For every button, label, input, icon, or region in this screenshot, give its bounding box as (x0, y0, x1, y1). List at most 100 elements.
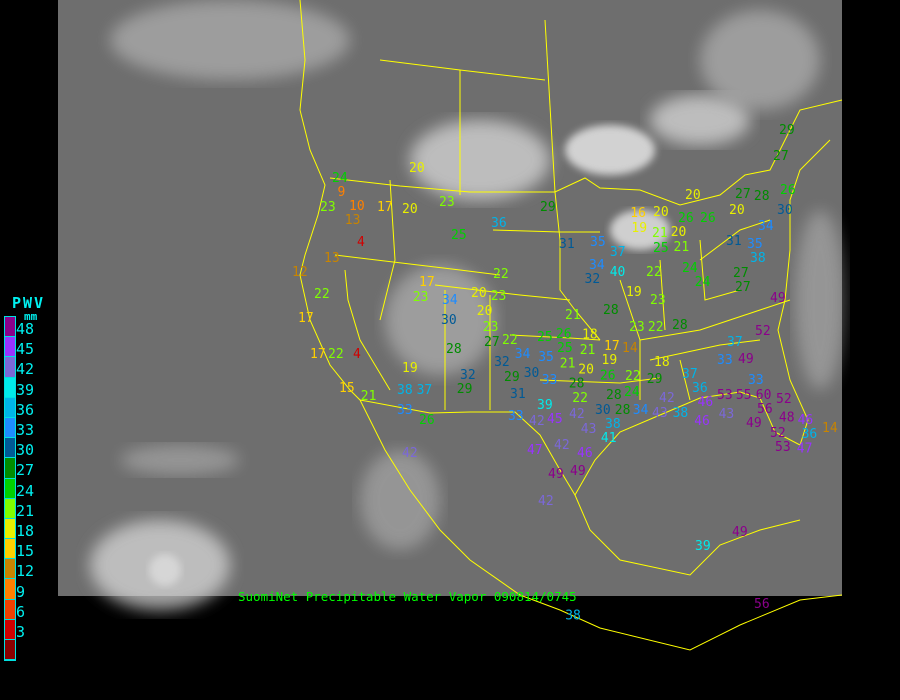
station-pwv-value: 33 (397, 403, 413, 418)
station-pwv-value: 36 (491, 216, 507, 231)
station-pwv-value: 27 (484, 335, 500, 350)
station-pwv-value: 47 (527, 443, 543, 458)
legend-title: PWV (12, 294, 46, 312)
station-pwv-value: 30 (595, 403, 611, 418)
station-pwv-value: 26 (700, 211, 716, 226)
legend-label: 45 (16, 340, 35, 359)
station-pwv-value: 39 (537, 398, 553, 413)
station-pwv-value: 17 (604, 339, 620, 354)
station-pwv-value: 21 (580, 343, 596, 358)
legend-label: 30 (16, 441, 35, 460)
station-pwv-value: 26 (780, 183, 796, 198)
station-pwv-value: 53 (717, 388, 733, 403)
station-pwv-value: 42 (659, 391, 675, 406)
station-pwv-value: 28 (569, 376, 585, 391)
station-pwv-value: 26 (678, 211, 694, 226)
station-pwv-value: 24 (332, 171, 348, 186)
station-pwv-value: 56 (757, 402, 773, 417)
legend-swatch (5, 518, 15, 540)
station-pwv-value: 17 (419, 275, 435, 290)
station-pwv-value: 29 (540, 200, 556, 215)
legend-swatch (5, 478, 15, 499)
station-pwv-value: 30 (441, 313, 457, 328)
station-pwv-value: 17 (377, 200, 393, 215)
station-pwv-value: 46 (798, 413, 814, 428)
station-pwv-value: 23 (439, 195, 455, 210)
station-pwv-value: 37 (417, 383, 433, 398)
station-pwv-value: 42 (554, 438, 570, 453)
station-pwv-value: 49 (548, 467, 564, 482)
station-pwv-value: 38 (605, 417, 621, 432)
station-pwv-value: 24 (695, 275, 711, 290)
station-pwv-value: 33 (508, 409, 524, 424)
station-pwv-value: 29 (457, 382, 473, 397)
station-pwv-value: 10 (349, 199, 365, 214)
station-pwv-value: 12 (292, 265, 308, 280)
station-pwv-value: 23 (320, 200, 336, 215)
legend-label: 6 (16, 602, 26, 621)
legend-label: 42 (16, 360, 35, 379)
legend-swatch (5, 559, 15, 580)
station-pwv-value: 14 (622, 341, 638, 356)
legend-swatch (5, 539, 15, 560)
station-pwv-value: 20 (578, 362, 594, 377)
legend-swatch (5, 317, 15, 338)
station-pwv-value: 25 (557, 341, 573, 356)
legend-swatch (5, 640, 15, 661)
legend-swatch (5, 337, 15, 358)
station-pwv-value: 23 (483, 320, 499, 335)
station-pwv-value: 52 (770, 426, 786, 441)
station-pwv-value: 13 (324, 251, 340, 266)
station-pwv-value: 37 (682, 367, 698, 382)
station-pwv-value: 53 (775, 440, 791, 455)
station-pwv-value: 20 (671, 225, 687, 240)
station-pwv-value: 49 (746, 416, 762, 431)
station-pwv-value: 23 (629, 320, 645, 335)
station-pwv-value: 49 (570, 464, 586, 479)
station-pwv-value: 36 (692, 381, 708, 396)
station-pwv-value: 34 (633, 403, 649, 418)
station-pwv-value: 26 (556, 327, 572, 342)
station-pwv-value: 21 (565, 308, 581, 323)
station-pwv-value: 9 (338, 185, 346, 200)
station-pwv-value: 20 (471, 286, 487, 301)
station-pwv-value: 26 (419, 413, 435, 428)
station-pwv-value: 23 (491, 289, 507, 304)
station-pwv-value: 4 (357, 235, 365, 250)
legend-swatch (5, 599, 15, 620)
station-pwv-value: 46 (694, 414, 710, 429)
station-pwv-value: 23 (650, 293, 666, 308)
legend-label: 27 (16, 461, 35, 480)
station-pwv-value: 20 (409, 161, 425, 176)
station-pwv-value: 22 (314, 287, 330, 302)
station-pwv-value: 19 (626, 285, 642, 300)
station-pwv-value: 32 (460, 368, 476, 383)
legend-label: 48 (16, 320, 35, 338)
station-pwv-value: 42 (529, 414, 545, 429)
station-pwv-value: 22 (328, 347, 344, 362)
station-pwv-value: 43 (719, 407, 735, 422)
station-pwv-value: 19 (402, 361, 418, 376)
station-pwv-value: 41 (601, 431, 617, 446)
legend-swatch (5, 498, 15, 519)
station-pwv-value: 38 (750, 251, 766, 266)
station-pwv-value: 31 (726, 234, 742, 249)
station-pwv-value: 32 (585, 272, 601, 287)
legend-label: 21 (16, 501, 35, 520)
cloud-layer (90, 0, 845, 610)
station-pwv-value: 49 (732, 525, 748, 540)
station-pwv-value: 17 (310, 347, 326, 362)
station-pwv-value: 20 (653, 205, 669, 220)
station-pwv-value: 22 (648, 320, 664, 335)
station-pwv-value: 48 (779, 411, 795, 426)
station-pwv-value: 47 (797, 441, 813, 456)
legend-color-bar (4, 316, 16, 662)
station-pwv-value: 35 (747, 237, 763, 252)
station-pwv-value: 27 (773, 149, 789, 164)
station-pwv-value: 55 (736, 388, 752, 403)
legend-label: 36 (16, 400, 35, 419)
station-pwv-value: 21 (361, 389, 377, 404)
legend-label: 39 (16, 380, 35, 399)
station-pwv-value: 34 (589, 258, 605, 273)
